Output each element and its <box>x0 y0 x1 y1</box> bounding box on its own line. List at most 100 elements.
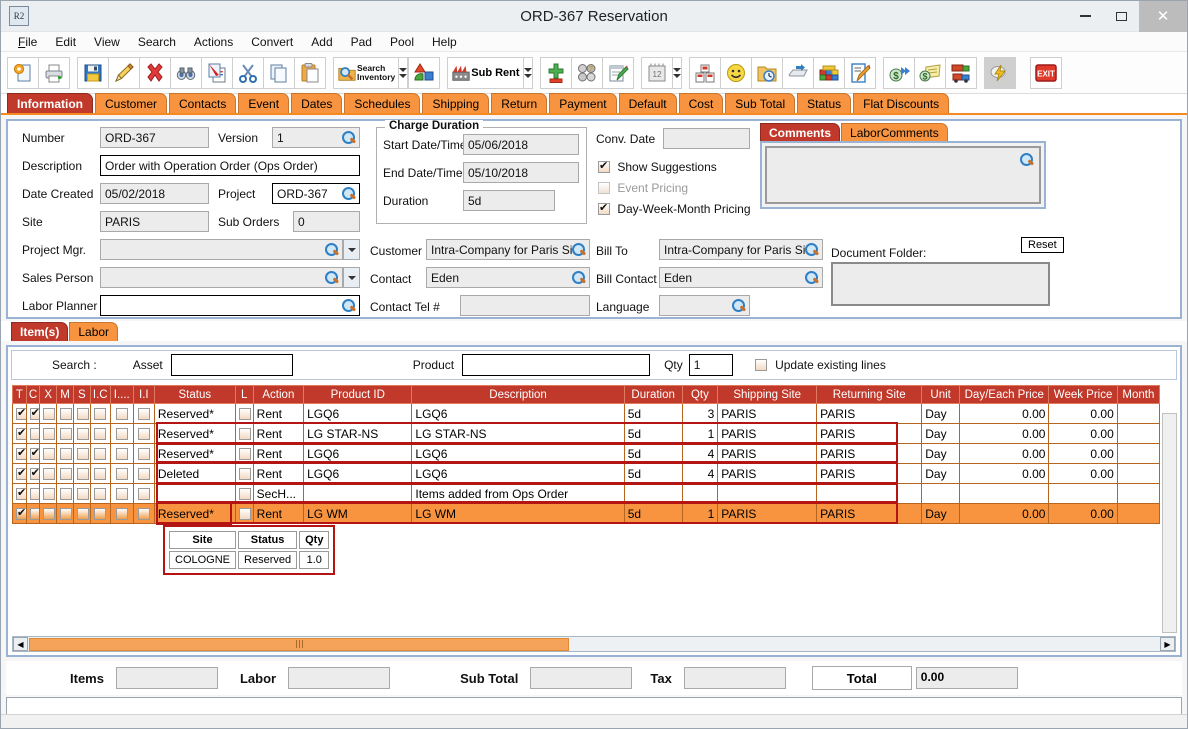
menu-view[interactable]: View <box>94 34 120 49</box>
cell-checkbox-i[interactable] <box>109 443 134 464</box>
checkbox-m[interactable] <box>60 407 73 420</box>
cell-month[interactable] <box>1116 463 1161 484</box>
cell-product-id[interactable]: LG STAR-NS <box>303 423 413 444</box>
checkbox-i[interactable] <box>115 467 128 480</box>
cell-checkbox-i[interactable] <box>109 463 134 484</box>
checkbox-ic[interactable] <box>94 447 107 460</box>
cell-month[interactable] <box>1116 503 1161 524</box>
cell-returning-site[interactable]: PARIS <box>816 403 923 424</box>
cell-day-price[interactable]: 0.00 <box>959 443 1050 464</box>
checkbox-ii[interactable] <box>137 507 150 520</box>
version-search-icon[interactable] <box>340 129 357 146</box>
checkbox-ic[interactable] <box>94 407 107 420</box>
checkbox-ic[interactable] <box>94 487 107 500</box>
cell-qty[interactable] <box>681 483 719 504</box>
checkbox-s[interactable] <box>76 427 89 440</box>
col-returning-site[interactable]: Returning Site <box>816 385 923 404</box>
conv-date-field[interactable] <box>663 128 750 149</box>
sub-rent-dropdown[interactable] <box>522 56 533 89</box>
reset-button[interactable]: Reset <box>1021 237 1064 253</box>
cell-checkbox-c[interactable] <box>25 403 41 424</box>
menu-file[interactable]: File <box>18 34 38 49</box>
show-suggestions-row[interactable]: Show Suggestions <box>598 159 717 174</box>
cell-checkbox-c[interactable] <box>25 463 41 484</box>
checkbox-ii[interactable] <box>137 407 150 420</box>
customer-field[interactable]: Intra-Company for Paris Site <box>426 239 590 260</box>
cell-unit[interactable] <box>921 483 961 504</box>
col-c[interactable]: C <box>25 385 41 404</box>
cell-checkbox-ii[interactable] <box>132 483 155 504</box>
col-ic[interactable]: I.C <box>89 385 111 404</box>
cell-checkbox-l[interactable] <box>234 503 254 524</box>
checkbox-i[interactable] <box>115 507 128 520</box>
checkbox-x[interactable] <box>43 427 56 440</box>
cell-checkbox-m[interactable] <box>56 403 74 424</box>
cell-checkbox-m[interactable] <box>56 423 74 444</box>
project-mgr-search-icon[interactable] <box>323 241 340 258</box>
checkbox-x[interactable] <box>43 507 56 520</box>
sub-rent-button[interactable]: Sub Rent <box>447 56 524 89</box>
print-button[interactable] <box>38 56 70 89</box>
cell-week-price[interactable] <box>1048 483 1118 504</box>
checkbox-m[interactable] <box>60 467 73 480</box>
cell-checkbox-s[interactable] <box>72 503 91 524</box>
database-button[interactable] <box>812 56 845 89</box>
total-button[interactable]: Total <box>811 666 912 690</box>
cell-shipping-site[interactable]: PARIS <box>717 423 818 444</box>
cell-unit[interactable]: Day <box>921 403 961 424</box>
cell-day-price[interactable]: 0.00 <box>959 423 1050 444</box>
cell-status[interactable]: Deleted <box>153 463 236 484</box>
checkbox-c[interactable] <box>29 446 39 460</box>
close-button[interactable]: ✕ <box>1139 0 1187 32</box>
cell-checkbox-c[interactable] <box>25 503 41 524</box>
cell-product-id[interactable]: LG WM <box>303 503 413 524</box>
smiley-button[interactable] <box>719 56 752 89</box>
edit-form-button[interactable] <box>843 56 876 89</box>
cell-checkbox-ii[interactable] <box>132 443 155 464</box>
cell-shipping-site[interactable] <box>717 483 818 504</box>
table-row[interactable]: SecH... Items added from Ops Order <box>12 483 1161 504</box>
truck-delivery-button[interactable] <box>944 56 977 89</box>
cell-month[interactable] <box>1116 483 1161 504</box>
cell-checkbox-x[interactable] <box>39 403 58 424</box>
cell-checkbox-c[interactable] <box>25 443 41 464</box>
cell-checkbox-t[interactable] <box>12 403 27 424</box>
cell-checkbox-m[interactable] <box>56 463 74 484</box>
cell-checkbox-c[interactable] <box>25 423 41 444</box>
project-mgr-dropdown[interactable] <box>343 239 360 260</box>
cell-week-price[interactable]: 0.00 <box>1048 463 1118 484</box>
delete-button[interactable] <box>139 56 171 89</box>
cell-status[interactable]: Reserved* <box>153 403 236 424</box>
save-button[interactable] <box>77 56 109 89</box>
scroll-left-button[interactable]: ◀ <box>13 637 28 651</box>
cell-week-price[interactable]: 0.00 <box>1048 423 1118 444</box>
scroll-thumb[interactable] <box>29 637 569 651</box>
cell-status[interactable]: Reserved* <box>153 503 236 524</box>
cell-checkbox-ic[interactable] <box>89 463 111 484</box>
cell-checkbox-m[interactable] <box>56 503 74 524</box>
cell-duration[interactable] <box>623 483 683 504</box>
invoice-button[interactable]: $ <box>913 56 946 89</box>
copy-button[interactable] <box>263 56 295 89</box>
cell-returning-site[interactable] <box>816 483 923 504</box>
cell-checkbox-s[interactable] <box>72 463 91 484</box>
checkbox-s[interactable] <box>76 467 89 480</box>
cell-shipping-site[interactable]: PARIS <box>717 443 818 464</box>
tab-default[interactable]: Default <box>618 93 677 113</box>
checkbox-t[interactable] <box>16 506 26 520</box>
tab-comments[interactable]: Comments <box>760 123 841 141</box>
sales-person-search-icon[interactable] <box>323 269 340 286</box>
cell-description[interactable]: Items added from Ops Order <box>411 483 625 504</box>
cell-checkbox-i[interactable] <box>109 403 134 424</box>
comments-search-icon[interactable] <box>1018 151 1035 168</box>
cell-checkbox-s[interactable] <box>72 483 91 504</box>
cell-checkbox-ic[interactable] <box>89 443 111 464</box>
checkbox-t[interactable] <box>16 426 26 440</box>
update-existing-lines-checkbox[interactable] <box>754 359 767 371</box>
cell-action[interactable]: SecH... <box>252 483 305 504</box>
calendar-dropdown[interactable] <box>671 56 682 89</box>
edit-document-button[interactable] <box>201 56 233 89</box>
cell-duration[interactable]: 5d <box>623 503 683 524</box>
cell-qty[interactable]: 1 <box>681 423 719 444</box>
